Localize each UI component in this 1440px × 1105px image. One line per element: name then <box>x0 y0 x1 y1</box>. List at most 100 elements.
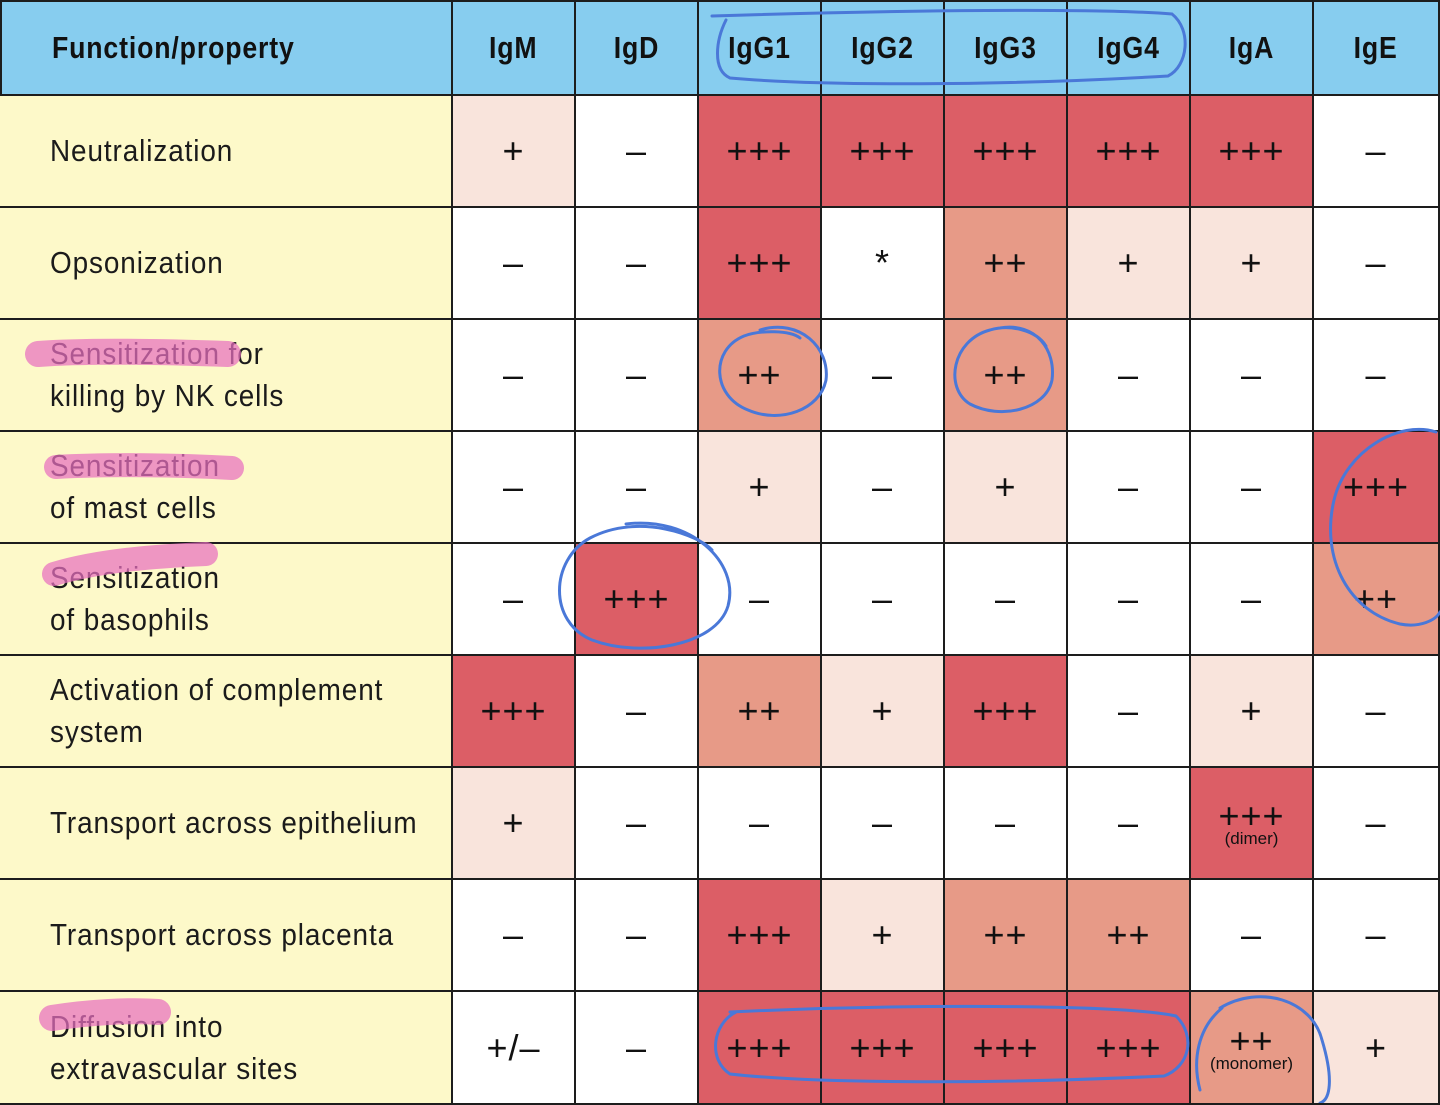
header-label: IgA <box>1228 30 1275 65</box>
header-igm: IgM <box>453 2 576 96</box>
value-cell-igd: – <box>576 880 699 992</box>
value-cell-igd: +++ <box>576 544 699 656</box>
value-cell-iga: + <box>1191 656 1314 768</box>
value-text: – <box>625 1026 648 1068</box>
value-text: +++ <box>480 690 547 731</box>
value-cell-igg2: – <box>822 768 945 880</box>
value-cell-ige: – <box>1314 208 1440 320</box>
value-text: * <box>874 242 890 283</box>
value-cell-igd: – <box>576 432 699 544</box>
value-cell-igg1: – <box>699 544 822 656</box>
value-cell-iga: – <box>1191 544 1314 656</box>
value-text: – <box>1117 690 1140 731</box>
value-cell-igd: – <box>576 208 699 320</box>
value-cell-igg3: + <box>945 432 1068 544</box>
value-cell-igg4: + <box>1068 208 1191 320</box>
value-cell-igg2: – <box>822 432 945 544</box>
value-text: – <box>502 914 525 955</box>
value-text: – <box>625 130 648 171</box>
function-label-transport-across-placenta: Transport across placenta <box>0 880 453 992</box>
value-cell-igd: – <box>576 656 699 768</box>
value-text: ++ <box>983 914 1028 955</box>
value-cell-igg4: – <box>1068 768 1191 880</box>
value-text: – <box>1365 354 1387 395</box>
header-igg2: IgG2 <box>822 2 945 96</box>
value-text: +++ <box>849 1026 916 1068</box>
function-label-line: system <box>50 714 144 749</box>
function-label-line: of basophils <box>50 602 210 637</box>
header-ige: IgE <box>1314 2 1440 96</box>
value-text: – <box>1117 466 1140 507</box>
value-cell-ige: +++ <box>1314 432 1440 544</box>
function-label-line: Activation of complement <box>50 672 384 707</box>
function-label-diffusion-into-extravascular-sites: Diffusion into extravascular sites <box>0 992 453 1105</box>
header-label: IgG2 <box>851 30 914 65</box>
header-label: IgG3 <box>974 30 1037 65</box>
value-text: – <box>1365 242 1387 283</box>
value-cell-ige: – <box>1314 320 1440 432</box>
value-text: + <box>871 914 894 955</box>
value-cell-igg1: +++ <box>699 992 822 1105</box>
value-text: – <box>625 354 648 395</box>
function-label-line: Opsonization <box>50 245 224 280</box>
value-text: + <box>748 466 771 507</box>
value-text: ++ <box>983 242 1028 283</box>
value-cell-igg4: +++ <box>1068 992 1191 1105</box>
value-cell-igg2: – <box>822 320 945 432</box>
value-cell-igm: +++ <box>453 656 576 768</box>
value-text: – <box>871 466 894 507</box>
value-cell-ige: ++ <box>1314 544 1440 656</box>
value-text: – <box>625 242 648 283</box>
value-text: ++ <box>737 690 782 731</box>
value-cell-iga: + <box>1191 208 1314 320</box>
value-text: ++ <box>737 354 782 395</box>
value-text: +++ <box>1218 795 1285 836</box>
value-text: + <box>502 130 525 171</box>
value-cell-igg1: +++ <box>699 208 822 320</box>
function-label-line: Neutralization <box>50 133 234 168</box>
value-text: – <box>1365 802 1387 843</box>
value-text: +++ <box>849 130 916 171</box>
value-text: + <box>871 690 894 731</box>
value-text: +++ <box>603 578 670 619</box>
value-note: (dimer) <box>1224 829 1279 848</box>
function-label-line: killing by NK cells <box>50 378 285 413</box>
value-cell-igm: – <box>453 432 576 544</box>
header-igg1: IgG1 <box>699 2 822 96</box>
value-cell-iga: – <box>1191 432 1314 544</box>
value-text: – <box>1365 914 1387 955</box>
value-cell-igm: + <box>453 96 576 208</box>
value-cell-igd: – <box>576 96 699 208</box>
value-text: – <box>994 802 1017 843</box>
value-cell-ige: – <box>1314 96 1440 208</box>
value-cell-igd: – <box>576 320 699 432</box>
value-text: + <box>1117 242 1140 283</box>
value-text: – <box>1240 914 1263 955</box>
value-cell-igm: – <box>453 880 576 992</box>
value-cell-igg4: – <box>1068 320 1191 432</box>
value-cell-igm: – <box>453 544 576 656</box>
header-igd: IgD <box>576 2 699 96</box>
value-text: +++ <box>1218 130 1285 171</box>
function-label-activation-of-complement-system: Activation of complement system <box>0 656 453 768</box>
value-cell-ige: – <box>1314 656 1440 768</box>
header-label: IgE <box>1353 30 1399 65</box>
value-cell-igm: – <box>453 320 576 432</box>
value-cell-igg3: – <box>945 768 1068 880</box>
value-text: ++ <box>983 354 1028 395</box>
value-cell-igg3: +++ <box>945 992 1068 1105</box>
value-cell-igg1: – <box>699 768 822 880</box>
value-text: +++ <box>726 914 793 955</box>
value-cell-igg2: + <box>822 880 945 992</box>
value-text: ++ <box>1106 914 1151 955</box>
function-label-line: Transport across epithelium <box>50 805 418 840</box>
value-text: +++ <box>1095 1026 1162 1068</box>
value-cell-igg3: +++ <box>945 96 1068 208</box>
value-text: – <box>625 914 648 955</box>
value-cell-igg2: – <box>822 544 945 656</box>
value-text: +/– <box>486 1026 541 1068</box>
function-label-sensitization-of-basophils: Sensitization of basophils <box>0 544 453 656</box>
header-igg3: IgG3 <box>945 2 1068 96</box>
value-text: ++ <box>1353 578 1399 619</box>
